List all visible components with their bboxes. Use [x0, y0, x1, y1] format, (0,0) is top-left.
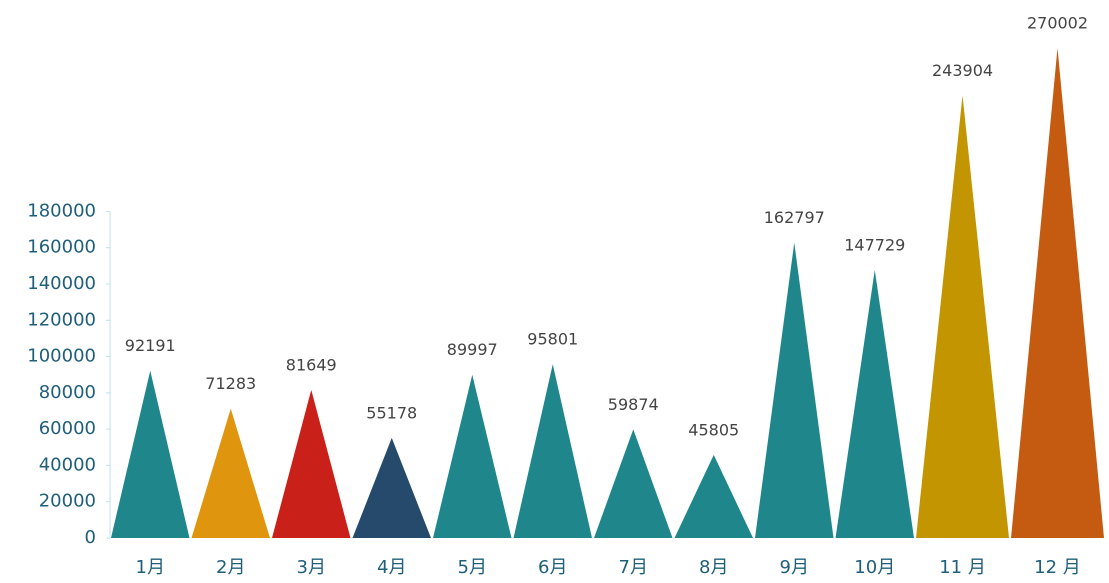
- value-label: 59874: [608, 395, 659, 414]
- value-label: 147729: [844, 235, 905, 254]
- value-label: 95801: [527, 330, 578, 349]
- y-tick-label: 20000: [39, 491, 96, 512]
- bar: [594, 429, 673, 538]
- x-tick-label: 5月: [458, 557, 487, 578]
- value-label: 92191: [125, 336, 176, 355]
- x-tick-label: 8月: [699, 557, 728, 578]
- bar: [191, 408, 271, 538]
- y-tick-label: 40000: [39, 454, 96, 475]
- x-tick-label: 2月: [216, 557, 245, 578]
- value-label: 45805: [688, 420, 739, 439]
- y-tick-label: 100000: [27, 346, 96, 367]
- bar: [755, 242, 834, 539]
- y-tick-label: 60000: [39, 418, 96, 439]
- x-tick-label: 4月: [377, 557, 406, 578]
- bar: [513, 364, 593, 538]
- x-tick-label: 11 月: [939, 557, 986, 578]
- x-tick-label: 6月: [538, 557, 567, 578]
- value-label: 71283: [205, 374, 256, 393]
- x-tick-label: 9月: [780, 557, 809, 578]
- y-tick-label: 140000: [27, 273, 96, 294]
- x-tick-label: 3月: [297, 557, 326, 578]
- bar: [835, 269, 915, 538]
- bar: [272, 389, 351, 538]
- value-label: 243904: [932, 61, 993, 80]
- bar: [352, 437, 432, 538]
- y-tick-label: 80000: [39, 382, 96, 403]
- value-label: 81649: [286, 355, 337, 374]
- y-tick-label: 120000: [27, 309, 96, 330]
- value-label: 55178: [366, 403, 417, 422]
- x-tick-label: 10月: [854, 557, 895, 578]
- y-tick-label: 160000: [27, 237, 96, 258]
- value-label: 89997: [447, 340, 498, 359]
- x-tick-label: 7月: [619, 557, 648, 578]
- value-label: 270002: [1027, 14, 1088, 33]
- bar: [916, 95, 1010, 538]
- bar: [1011, 48, 1104, 539]
- bar: [111, 370, 190, 538]
- y-tick-label: 180000: [27, 200, 96, 221]
- bar: [433, 374, 512, 538]
- x-tick-label: 12 月: [1034, 557, 1081, 578]
- value-label: 162797: [764, 208, 825, 227]
- y-tick-label: 0: [85, 527, 96, 548]
- x-tick-label: 1月: [136, 557, 165, 578]
- bar: [674, 454, 754, 538]
